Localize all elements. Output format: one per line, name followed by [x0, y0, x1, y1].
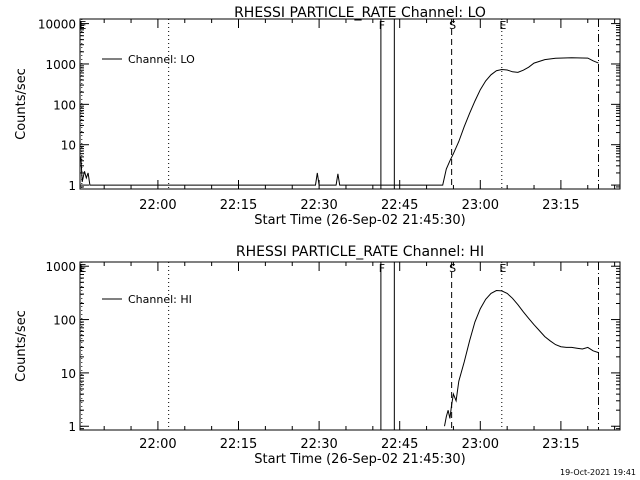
event-marker-label: F — [379, 262, 385, 275]
x-tick-label: 22:15 — [220, 437, 257, 452]
chart-panel-1: RHESSI PARTICLE_RATE Channel: LO 1 10 100 10… — [14, 5, 621, 228]
event-marker-label: F — [379, 19, 385, 32]
legend-label: Channel: LO — [128, 53, 195, 66]
x-tick-label: 22:00 — [139, 198, 176, 213]
plot-frame — [79, 18, 621, 190]
series-line — [80, 57, 599, 186]
series-line — [444, 289, 599, 427]
x-axis-label: Start Time (26-Sep-02 21:45:30) — [254, 213, 465, 228]
y-tick-label: 1 — [68, 420, 76, 434]
y-tick-label: 100 — [53, 314, 76, 328]
y-tick-label: 10 — [61, 367, 76, 381]
event-marker-label: E — [79, 262, 86, 275]
footer-timestamp: 19-Oct-2021 19:41 — [560, 468, 636, 477]
y-tick-label: 10 — [61, 139, 76, 153]
event-marker-label: S — [449, 19, 456, 32]
event-marker-label: S — [449, 262, 456, 275]
event-marker-label: E — [79, 19, 86, 32]
y-tick-label: 1 — [68, 179, 76, 193]
plot-frame — [79, 261, 621, 431]
x-axis-label: Start Time (26-Sep-02 21:45:30) — [254, 452, 465, 467]
y-tick-label: 10000 — [38, 18, 76, 32]
chart-title: RHESSI PARTICLE_RATE Channel: HI — [236, 244, 484, 260]
x-tick-label: 22:45 — [381, 198, 418, 213]
x-tick-label: 23:00 — [462, 437, 499, 452]
x-tick-label: 22:00 — [139, 437, 176, 452]
x-tick-label: 22:30 — [300, 198, 337, 213]
x-tick-label: 22:15 — [220, 198, 257, 213]
x-tick-label: 22:45 — [381, 437, 418, 452]
y-tick-label: 1000 — [45, 58, 76, 72]
y-axis-label: Counts/sec — [14, 68, 29, 140]
event-marker-label: E — [499, 19, 506, 32]
x-tick-label: 22:30 — [300, 437, 337, 452]
y-tick-label: 100 — [53, 98, 76, 112]
x-tick-label: 23:15 — [542, 198, 579, 213]
chart-title: RHESSI PARTICLE_RATE Channel: LO — [234, 5, 486, 21]
x-tick-label: 23:15 — [542, 437, 579, 452]
chart-panel-2: RHESSI PARTICLE_RATE Channel: HI 1 10 100 10… — [14, 244, 621, 467]
y-axis-label: Counts/sec — [14, 310, 29, 382]
legend-label: Channel: HI — [128, 293, 192, 306]
event-marker-label: E — [499, 262, 506, 275]
x-tick-label: 23:00 — [462, 198, 499, 213]
y-tick-label: 1000 — [45, 260, 76, 274]
